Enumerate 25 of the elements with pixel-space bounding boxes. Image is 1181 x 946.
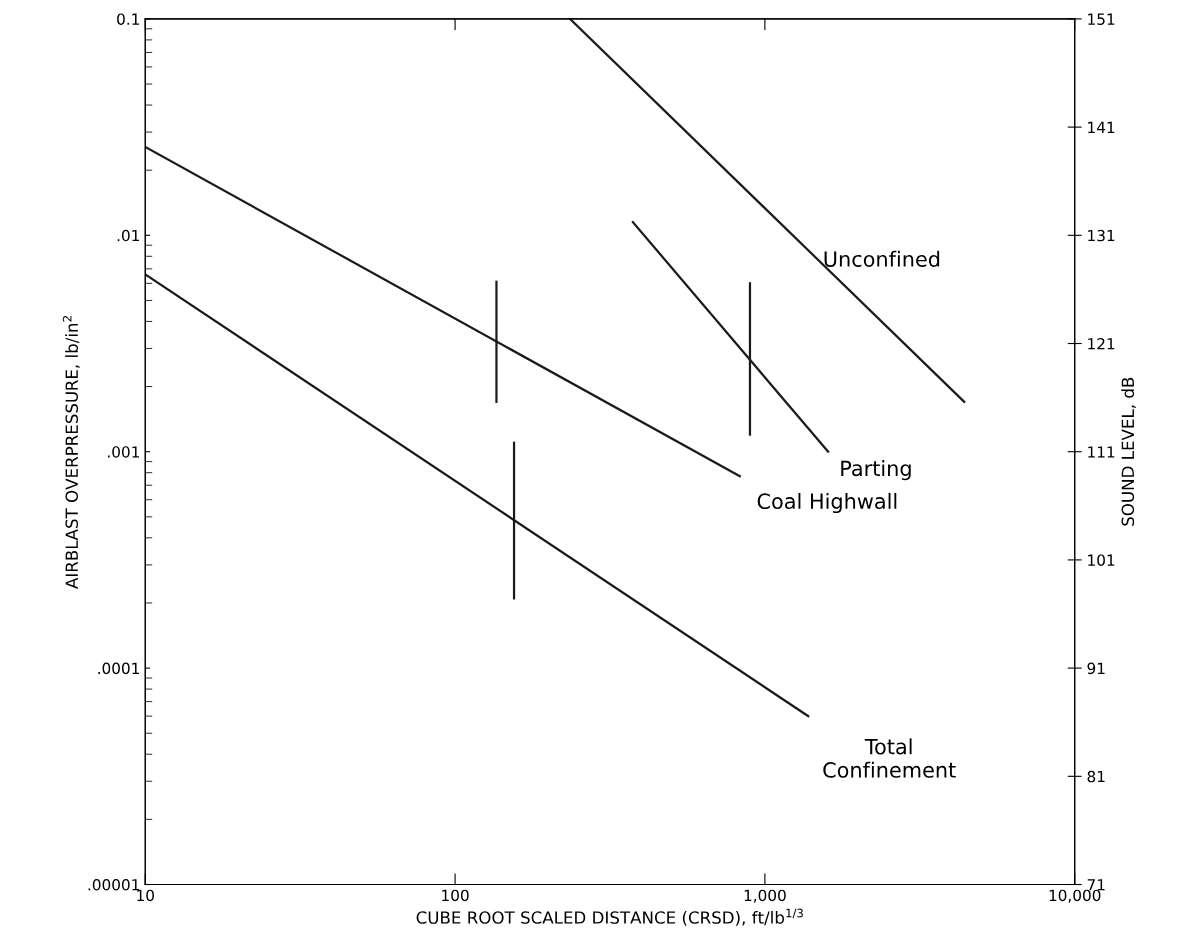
- y-axis-title: AIRBLAST OVERPRESSURE, lb/in$^{2}$: [62, 316, 80, 589]
- y-tick-label: 0.1: [117, 13, 139, 25]
- series-label: Unconfined: [824, 250, 940, 267]
- y-tick-label: .001: [108, 446, 139, 458]
- x-axis-title: CUBE ROOT SCALED DISTANCE (CRSD), ft/lb$^{1/3}$: [416, 908, 803, 926]
- y2-tick-label: 91: [1087, 662, 1105, 675]
- x-tick-label: 10: [137, 889, 154, 902]
- y2-tick-label: 81: [1087, 770, 1105, 783]
- series-label: Parting: [841, 460, 911, 481]
- x-tick-label: 10,000: [1049, 889, 1101, 903]
- series-label: Total Confinement: [823, 738, 956, 778]
- y2-tick-label: 131: [1088, 229, 1115, 242]
- y2-tick-label: 121: [1088, 337, 1115, 350]
- y-tick-label: .01: [117, 229, 139, 242]
- y2-tick-label: 71: [1087, 879, 1105, 891]
- y-tick-label: .0001: [98, 662, 139, 675]
- x-tick-label: 1,000: [744, 889, 786, 903]
- y2-tick-label: 101: [1088, 554, 1115, 566]
- y2-tick-label: 111: [1088, 446, 1115, 458]
- y2-tick-label: 151: [1088, 13, 1115, 25]
- y2-tick-label: 141: [1088, 121, 1115, 133]
- series-label: Coal Highwall: [757, 492, 897, 514]
- y2-axis-title: SOUND LEVEL, dB: [1121, 377, 1136, 526]
- y-tick-label: .00001: [88, 878, 139, 891]
- x-tick-label: 100: [442, 889, 469, 902]
